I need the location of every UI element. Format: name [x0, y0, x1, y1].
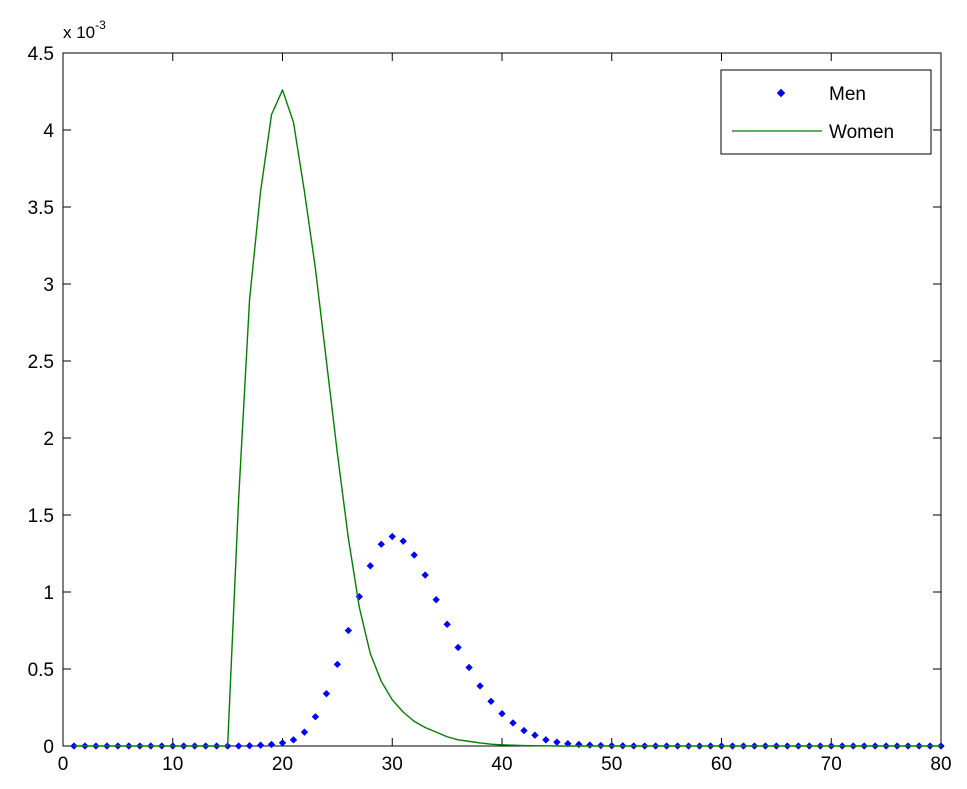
data-point-men	[333, 660, 342, 669]
y-tick-label: 1	[43, 583, 54, 604]
x-tick-label: 20	[272, 754, 293, 775]
y-scale-label: x 10-3	[63, 18, 106, 42]
x-tick-label: 60	[711, 754, 732, 775]
data-point-men	[410, 551, 418, 559]
y-axis: 0 0.5 1 1.5 2 2.5 3 3.5 4 4.5	[28, 44, 941, 758]
x-tick-label: 80	[930, 754, 951, 775]
data-point-men	[553, 738, 561, 746]
data-point-men	[432, 596, 440, 604]
y-tick-label: 2	[43, 429, 54, 450]
data-point-men	[388, 532, 396, 541]
x-axis: 0 10 20 30 40 50 60 70 80	[58, 53, 952, 775]
data-point-men	[311, 713, 320, 721]
data-point-men	[366, 562, 374, 570]
data-point-men	[344, 626, 353, 635]
x-tick-label: 0	[58, 754, 69, 775]
legend: Men Women	[720, 69, 932, 155]
data-point-men	[443, 620, 451, 629]
data-point-men	[421, 571, 429, 579]
data-point-men	[377, 540, 385, 548]
data-point-men	[399, 537, 407, 545]
series-layer	[70, 89, 945, 750]
data-point-men	[586, 741, 594, 749]
y-tick-label: 4.5	[28, 44, 54, 65]
data-point-men	[267, 740, 276, 749]
data-point-men	[256, 741, 265, 749]
data-point-men	[289, 736, 298, 744]
x-tick-label: 10	[162, 754, 183, 775]
y-tick-label: 3.5	[28, 198, 54, 219]
data-point-men	[520, 726, 528, 735]
data-point-men	[498, 709, 506, 718]
legend-label-women: Women	[829, 122, 894, 143]
y-tick-label: 0.5	[28, 660, 54, 681]
legend-label-men: Men	[829, 84, 866, 105]
data-point-men	[509, 719, 517, 727]
y-tick-label: 4	[43, 121, 54, 142]
data-point-men	[531, 731, 539, 739]
data-point-men	[454, 643, 462, 652]
y-scale-base: x 10	[63, 23, 95, 42]
data-point-men	[300, 728, 309, 736]
y-tick-label: 0	[43, 737, 54, 758]
y-tick-label: 2.5	[28, 352, 54, 373]
x-tick-label: 30	[382, 754, 403, 775]
y-scale-exponent: -3	[95, 18, 106, 32]
legend-box	[720, 69, 932, 155]
series-line-women	[73, 89, 941, 747]
data-point-men	[487, 697, 495, 706]
data-point-men	[542, 736, 550, 744]
data-point-men	[278, 739, 287, 747]
data-point-men	[476, 682, 484, 690]
data-point-men	[245, 742, 254, 750]
data-point-men	[322, 689, 331, 698]
x-tick-label: 50	[601, 754, 622, 775]
x-tick-label: 40	[491, 754, 512, 775]
y-tick-label: 3	[43, 275, 54, 296]
data-point-men	[465, 663, 473, 672]
y-tick-label: 1.5	[28, 506, 54, 527]
x-tick-label: 70	[821, 754, 842, 775]
plot-area	[62, 52, 942, 747]
